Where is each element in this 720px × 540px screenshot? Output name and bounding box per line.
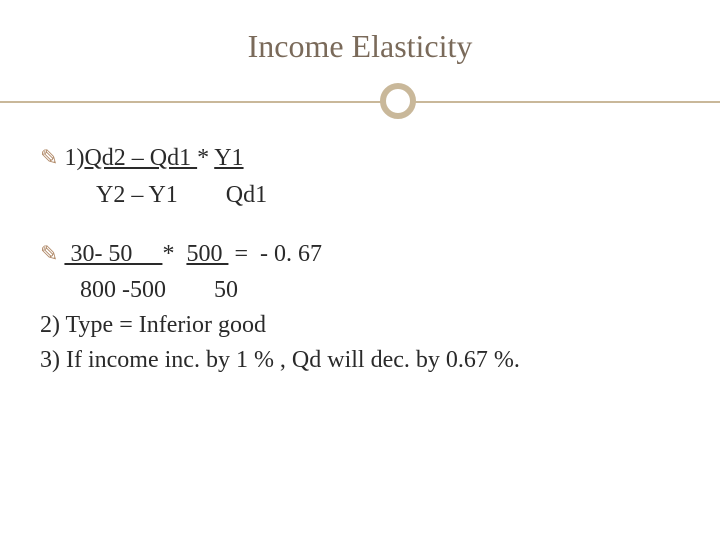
- calc-block: ✎ 30- 50 * 500 = - 0. 67 800 -500 50 2) …: [40, 237, 680, 378]
- divider-circle-icon: [380, 83, 416, 119]
- title-divider: [40, 81, 680, 121]
- text: = - 0. 67: [228, 241, 322, 267]
- text-underline: Qd2 – Qd1: [84, 145, 197, 171]
- divider-line: [0, 101, 720, 103]
- bullet-row: ✎ 30- 50 * 500 = - 0. 67: [40, 237, 680, 272]
- calc-line-1: 30- 50 * 500 = - 0. 67: [64, 237, 322, 272]
- text-underline: 30- 50: [64, 241, 162, 267]
- text: 1): [64, 145, 84, 171]
- formula-block: ✎ 1)Qd2 – Qd1 * Y1 Y2 – Y1 Qd1: [40, 141, 680, 213]
- bullet-icon: ✎: [40, 237, 58, 270]
- conclusion-line: 3) If income inc. by 1 % , Qd will dec. …: [40, 343, 680, 378]
- slide-content: ✎ 1)Qd2 – Qd1 * Y1 Y2 – Y1 Qd1 ✎ 30- 50 …: [40, 141, 680, 378]
- calc-line-2: 800 -500 50: [40, 273, 680, 308]
- slide-title: Income Elasticity: [40, 28, 680, 65]
- bullet-row: ✎ 1)Qd2 – Qd1 * Y1: [40, 141, 680, 176]
- text: *: [197, 145, 214, 171]
- text-underline: 500: [186, 241, 228, 267]
- slide: Income Elasticity ✎ 1)Qd2 – Qd1 * Y1 Y2 …: [0, 0, 720, 540]
- formula-line-1: 1)Qd2 – Qd1 * Y1: [64, 141, 243, 176]
- text-underline: Y1: [214, 145, 243, 171]
- text: *: [162, 241, 186, 267]
- formula-line-2: Y2 – Y1 Qd1: [40, 178, 680, 213]
- type-line: 2) Type = Inferior good: [40, 308, 680, 343]
- bullet-icon: ✎: [40, 141, 58, 174]
